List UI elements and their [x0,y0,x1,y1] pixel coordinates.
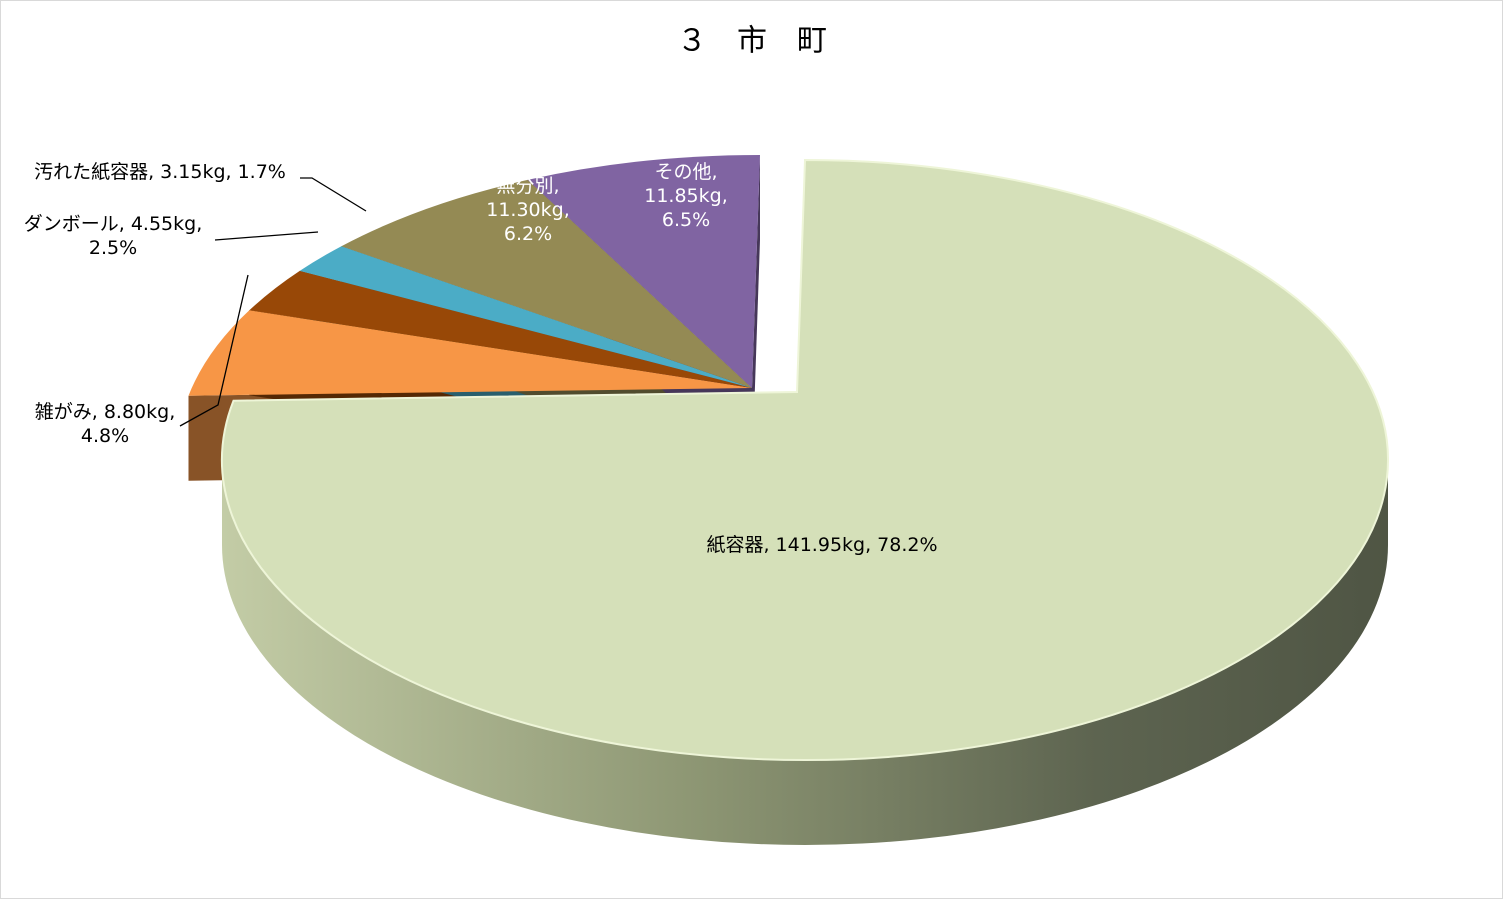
label-separator: , [564,199,570,221]
label-separator: , [119,213,125,235]
data-label: 雑がみ, 8.80kg, [35,401,175,423]
label-separator: , [764,534,770,556]
label-separator: , [711,161,717,183]
data-label-part: 11.85kg [644,185,721,207]
pie-slice [299,246,752,388]
data-label-part: 1.7% [238,161,286,183]
data-label: 6.2% [504,223,552,245]
data-label: 11.30kg, [486,199,570,221]
label-separator: , [226,161,232,183]
data-label: 2.5% [89,237,137,259]
data-label-part: 4.8% [81,425,129,447]
pie-slice [341,179,752,388]
pie-slice [249,270,752,388]
label-separator: , [92,401,98,423]
data-label: 紙容器, 141.95kg, 78.2% [706,534,937,556]
leader-line [300,177,367,212]
data-label-part: 78.2% [877,534,937,556]
pie-slice [188,310,752,396]
label-separator: , [722,185,728,207]
data-label: その他, [654,161,717,183]
leader-line [214,231,319,241]
data-label: 6.5% [662,209,710,231]
data-label-part: 雑がみ [35,401,92,423]
data-label-part: 紙容器 [706,534,763,556]
data-label-part: 8.80kg [104,401,169,423]
data-label: 4.8% [81,425,129,447]
data-label-part: 11.30kg [486,199,563,221]
pie-slice [221,158,1389,761]
data-label: ダンボール, 4.55kg, [24,213,202,235]
data-label-part: ダンボール [24,213,119,235]
chart-title: ３ 市 町 [677,24,827,59]
data-label-part: 無分別 [496,175,553,197]
label-separator: , [865,534,871,556]
slice-side [222,460,1388,845]
pie-slice [527,155,760,388]
label-separator: , [196,213,202,235]
label-separator: , [169,401,175,423]
data-label-part: 4.55kg [131,213,196,235]
data-label-part: 3.15kg [160,161,225,183]
label-separator: , [553,175,559,197]
data-label: 11.85kg, [644,185,728,207]
data-label: 汚れた紙容器, 3.15kg, 1.7% [34,161,286,183]
data-label-part: 141.95kg [776,534,866,556]
data-label-part: 6.2% [504,223,552,245]
data-label: 無分別, [496,175,559,197]
data-label-part: 6.5% [662,209,710,231]
label-separator: , [148,161,154,183]
data-label-part: 2.5% [89,237,137,259]
leader-line [179,274,249,427]
data-label-part: その他 [654,161,711,183]
data-label-part: 汚れた紙容器 [34,161,148,183]
